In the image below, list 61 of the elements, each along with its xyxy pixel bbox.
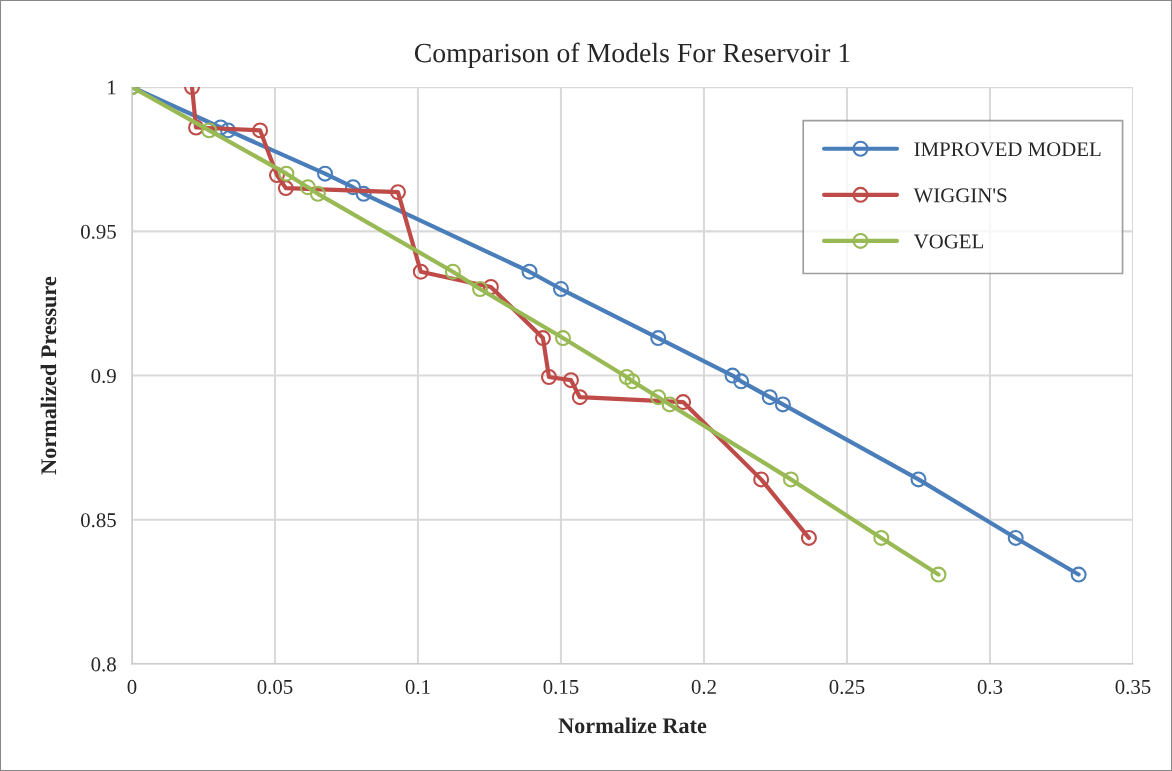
point [299,179,316,196]
x-tick-label: 0.25 [829,679,865,695]
y-tick-label: 0.9 [91,368,116,384]
x-tick-label: 0.15 [543,679,579,695]
x-tick-label: 0.05 [257,679,293,695]
y-tick-label: 0.8 [91,657,116,672]
point [873,529,890,546]
point [309,185,326,202]
x-tick-label: 0.2 [691,679,716,695]
point [1070,566,1087,583]
point [552,281,569,298]
point [782,471,799,488]
point [482,279,499,295]
point [412,263,429,280]
legend-label: WIGGIN'S [913,188,1007,203]
point [675,394,692,411]
chart-title: Comparison of Models For Reservoir 1 [414,42,850,69]
point [188,119,205,136]
point [277,180,294,197]
point [252,122,269,139]
point [220,122,237,139]
y-tick-label: 0.85 [81,513,116,528]
point [624,373,641,390]
point [521,263,538,280]
point [650,389,667,406]
point [554,330,571,347]
point [618,369,635,385]
point [761,389,778,406]
y-tick-label: 1 [108,80,116,95]
point [724,367,741,384]
point [753,471,770,488]
legend-label: IMPROVED MODEL [914,142,1101,157]
y-axis-title: Normalized Pressure [40,276,57,475]
point [317,165,333,182]
x-tick-label: 0.35 [1115,679,1151,695]
point [650,330,667,347]
point [540,369,557,385]
point [774,396,791,413]
point [201,122,218,139]
legend-label: VOGEL [913,234,983,249]
point [733,373,750,390]
point [661,396,678,413]
point [345,179,362,196]
x-tick-label: 0.1 [405,679,430,695]
point [444,263,461,280]
point [389,184,406,201]
point [571,389,588,406]
point [355,185,372,202]
point [212,119,229,136]
x-tick-label: 0.3 [977,679,1003,695]
point [562,372,579,389]
x-tick-label: 0 [127,679,137,694]
point [278,165,295,182]
point [910,471,927,488]
point [534,330,551,347]
point [1007,529,1024,546]
point [472,281,489,298]
y-tick-label: 0.95 [81,224,116,239]
x-axis-title: Normalize Rate [558,717,707,734]
point [800,529,817,546]
point [930,566,947,583]
